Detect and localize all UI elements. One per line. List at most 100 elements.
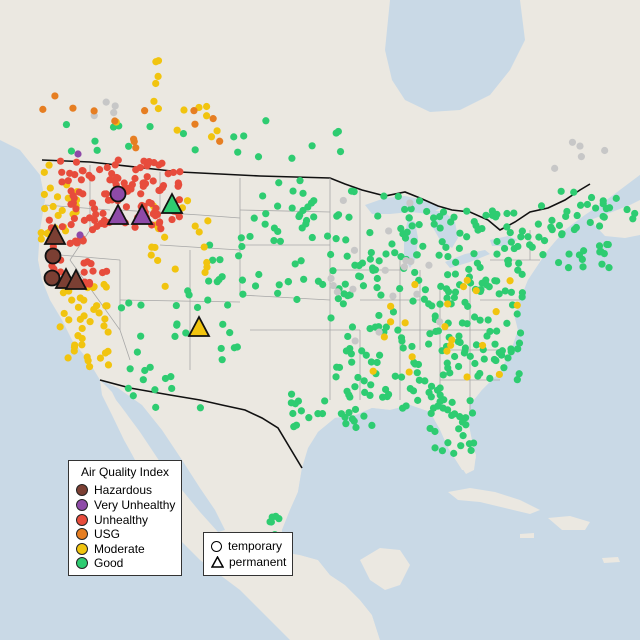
usg-station-marker: [111, 117, 119, 125]
good-station-marker: [443, 294, 451, 302]
unhealthy-station-marker: [122, 203, 131, 211]
good-station-marker: [459, 432, 467, 440]
good-station-marker: [367, 381, 375, 389]
unhealthy-station-marker: [87, 260, 95, 268]
good-station-marker: [233, 343, 241, 351]
good-station-marker: [558, 231, 566, 239]
nodata-station-marker: [327, 274, 335, 283]
good-station-marker: [288, 204, 296, 212]
moderate-station-marker: [85, 363, 94, 371]
moderate-station-marker: [90, 305, 98, 314]
yucatan: [360, 548, 410, 590]
good-station-marker: [182, 329, 190, 337]
good-station-marker: [360, 377, 368, 385]
usg-station-marker: [39, 105, 47, 113]
good-station-marker: [507, 288, 515, 296]
good-station-marker: [535, 233, 543, 241]
unhealthy-station-marker: [92, 210, 100, 219]
good-station-marker: [586, 218, 594, 227]
good-station-marker: [573, 211, 581, 220]
good-station-marker: [297, 257, 305, 265]
good-station-marker: [205, 277, 213, 285]
good-station-marker: [503, 319, 511, 327]
moderate-station-marker: [443, 347, 451, 355]
unhealthy-station-marker: [124, 184, 132, 193]
good-station-marker: [67, 147, 76, 155]
nodata-station-marker: [329, 281, 337, 290]
good-station-marker: [275, 281, 283, 289]
hazardous-temporary-marker: [44, 247, 62, 265]
good-station-marker: [493, 250, 501, 258]
unhealthy-station-marker: [64, 177, 72, 185]
good-station-marker: [595, 242, 604, 250]
good-station-marker: [367, 248, 375, 257]
good-station-marker: [534, 220, 542, 228]
moderate-station-marker: [463, 373, 471, 381]
good-station-marker: [570, 188, 578, 196]
usg-station-marker: [69, 104, 77, 112]
moderate-station-marker: [161, 282, 169, 290]
good-station-marker: [308, 233, 316, 242]
moderate-station-marker: [173, 126, 181, 134]
good-station-marker: [343, 252, 351, 260]
good-station-marker: [434, 327, 442, 335]
good-station-marker: [348, 358, 356, 366]
good-station-marker: [350, 187, 358, 196]
legend-item-moderate: Moderate: [76, 542, 145, 556]
good-station-marker: [507, 348, 515, 356]
usg-station-marker: [216, 137, 224, 145]
good-station-marker: [342, 420, 350, 428]
good-station-marker: [435, 251, 443, 259]
nodata-station-marker: [406, 199, 414, 207]
good-station-marker: [345, 391, 353, 399]
moderate-station-marker: [478, 341, 487, 350]
moderate-station-marker: [492, 308, 500, 316]
good-station-marker: [374, 212, 382, 220]
legend-label: Good: [94, 556, 124, 570]
good-station-marker: [348, 415, 356, 423]
usg-station-marker: [130, 137, 138, 146]
good-station-marker: [467, 446, 475, 455]
good-station-marker: [375, 323, 383, 331]
moderate-station-marker: [183, 197, 192, 205]
good-station-marker: [347, 350, 355, 358]
good-station-marker: [380, 192, 388, 200]
usg-station-marker: [209, 115, 217, 123]
moderate-station-marker: [213, 127, 221, 135]
legend-label: USG: [94, 527, 121, 541]
good-station-marker: [444, 252, 452, 261]
unhealthy-station-marker: [70, 214, 79, 223]
good-station-marker: [289, 409, 297, 418]
usg-station-marker: [191, 120, 199, 128]
good-station-marker: [375, 257, 383, 265]
unhealthy-station-marker: [88, 199, 97, 207]
good-station-marker: [289, 187, 297, 195]
good-station-marker: [379, 393, 387, 401]
good-station-marker: [526, 241, 534, 249]
good-station-marker: [513, 310, 521, 318]
good-station-marker: [510, 244, 518, 253]
moderate-station-marker: [148, 243, 156, 251]
good-station-marker: [463, 320, 471, 328]
good-station-marker: [373, 274, 381, 283]
moderate-station-marker: [203, 258, 211, 267]
good-station-marker: [443, 406, 452, 414]
nodata-station-marker: [350, 246, 359, 254]
good-station-marker: [291, 260, 299, 268]
good-station-marker: [327, 314, 335, 322]
gulf-of-california: [100, 380, 225, 532]
good-station-marker: [516, 329, 525, 337]
nodata-station-marker: [436, 318, 444, 326]
good-station-marker: [436, 213, 444, 221]
very-unhealthy-permanent-marker: [106, 203, 130, 225]
good-station-marker: [398, 337, 406, 345]
good-station-marker: [262, 117, 270, 125]
moderate-station-marker: [191, 222, 199, 230]
moderate-station-marker: [58, 206, 66, 215]
good-station-marker: [470, 250, 478, 258]
good-station-marker: [329, 267, 337, 275]
good-station-marker: [420, 295, 428, 303]
us-mexico-border: [99, 379, 303, 469]
good-station-marker: [146, 122, 154, 131]
good-station-marker: [254, 153, 263, 161]
